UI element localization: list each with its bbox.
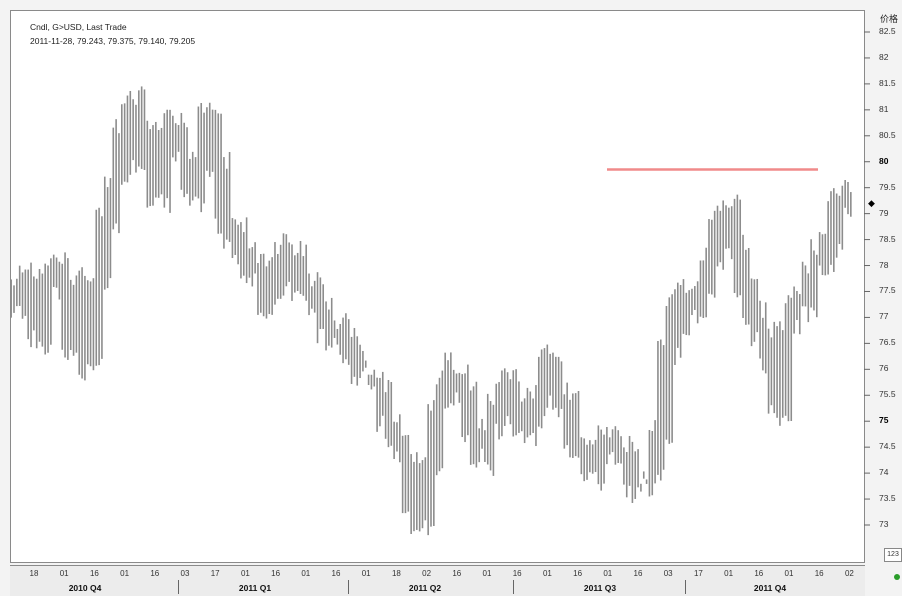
time-tick-label: 02 — [844, 569, 854, 578]
time-tick-label: 16 — [331, 569, 341, 578]
time-tick-label: 17 — [210, 569, 220, 578]
last-price-marker: ◆ — [868, 198, 875, 208]
time-tick-label: 18 — [391, 569, 401, 578]
quarter-separator — [685, 580, 686, 594]
time-tick-label: 01 — [301, 569, 311, 578]
price-tick-label: 73 — [879, 519, 889, 529]
time-tick-label: 16 — [573, 569, 583, 578]
time-tick-label: 01 — [724, 569, 734, 578]
time-tick-label: 16 — [512, 569, 522, 578]
quarter-label: 2011 Q1 — [238, 583, 272, 593]
time-tick-label: 01 — [240, 569, 250, 578]
time-tick-label: 16 — [814, 569, 824, 578]
price-tick-label: 79 — [879, 207, 889, 218]
time-tick-label: 01 — [482, 569, 492, 578]
time-tick-label: 01 — [784, 569, 794, 578]
price-tick-label: 81.5 — [879, 77, 896, 88]
quarter-separator — [178, 580, 179, 594]
ohlc-readout: 2011-11-28, 79.243, 79.375, 79.140, 79.2… — [30, 36, 196, 46]
price-axis-title: 价格 — [880, 14, 899, 24]
time-tick-label: 16 — [452, 569, 462, 578]
time-tick-label: 17 — [693, 569, 703, 578]
time-tick-label: 01 — [361, 569, 371, 578]
price-tick-label: 77 — [879, 311, 889, 322]
price-tick-label: 74 — [879, 467, 889, 478]
chart-plot-area[interactable] — [10, 10, 865, 563]
price-tick-label: 80 — [879, 155, 889, 166]
scale-toggle-button[interactable]: 123 — [884, 548, 902, 562]
price-tick-label: 76.5 — [879, 337, 896, 348]
connection-status-icon — [894, 574, 900, 580]
price-tick-label: 80.5 — [879, 129, 896, 140]
quarter-label: 2010 Q4 — [68, 583, 102, 593]
price-tick-label: 77.5 — [879, 285, 896, 296]
price-tick-label: 79.5 — [879, 181, 896, 192]
price-tick-label: 81 — [879, 103, 889, 114]
time-tick-label: 18 — [29, 569, 39, 578]
price-tick-label: 78 — [879, 259, 889, 270]
time-tick-label: 16 — [633, 569, 643, 578]
quarter-separator — [513, 580, 514, 594]
price-tick-label: 75 — [879, 415, 889, 426]
time-tick-label: 03 — [180, 569, 190, 578]
quarter-label: 2011 Q4 — [753, 583, 787, 593]
time-axis[interactable]: 18 01 16 01 16 03 17 01 16 01 16 01 18 02 16 01 16 01 16 01… — [10, 565, 865, 596]
time-tick-label: 01 — [542, 569, 552, 578]
price-tick-label: 75.5 — [879, 389, 896, 400]
price-axis[interactable]: 82.5 82 81.5 81 80.5 80 79.5 79 78.5 78 77.5 77 76.5… — [866, 0, 902, 570]
quarter-label: 2011 Q2 — [408, 583, 442, 593]
time-tick-label: 03 — [663, 569, 673, 578]
time-tick-label: 16 — [271, 569, 281, 578]
quarter-label: 2011 Q3 — [583, 583, 617, 593]
time-tick-label: 16 — [754, 569, 764, 578]
instrument-title: Cndl, G>USD, Last Trade — [30, 22, 127, 32]
time-tick-label: 16 — [150, 569, 160, 578]
chart-header: Cndl, G>USD, Last Trade 2011-11-28, 79.2… — [30, 20, 195, 48]
time-tick-label: 01 — [603, 569, 613, 578]
price-tick-label: 78.5 — [879, 233, 896, 244]
price-tick-label: 82 — [879, 51, 889, 62]
quarter-separator — [348, 580, 349, 594]
price-tick-label: 76 — [879, 363, 889, 374]
time-tick-label: 02 — [422, 569, 432, 578]
time-tick-label: 01 — [120, 569, 130, 578]
price-tick-label: 73.5 — [879, 493, 896, 504]
price-tick-label: 82.5 — [879, 26, 896, 36]
time-tick-label: 16 — [89, 569, 99, 578]
price-tick-label: 74.5 — [879, 441, 896, 452]
time-tick-label: 01 — [59, 569, 69, 578]
